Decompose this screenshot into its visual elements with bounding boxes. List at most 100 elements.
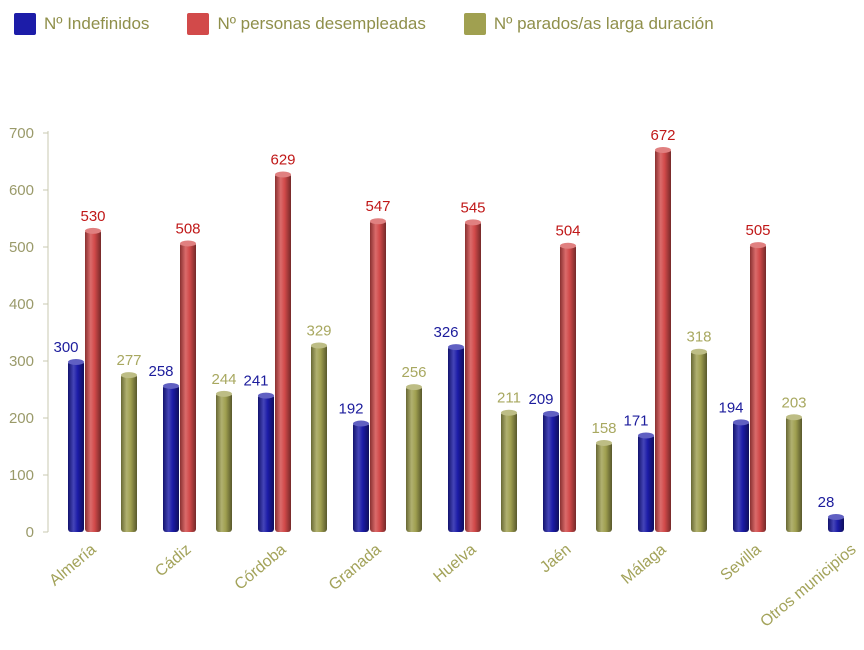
bar-n-indefinidos: [68, 361, 84, 532]
bar-top-cap: [465, 219, 481, 226]
bar-top-cap: [691, 348, 707, 355]
legend-swatch-larga-duracion: [463, 13, 486, 35]
x-category-label: Córdoba: [232, 541, 290, 594]
data-label-n-parados-as-larga-duraci-n: 256: [401, 364, 426, 381]
data-label-n-indefinidos: 326: [433, 324, 458, 341]
bar-n-personas-desempleadas: [465, 221, 481, 532]
legend-label-desempleadas: Nº personas desempleadas: [217, 14, 426, 33]
bar-top-cap: [543, 410, 559, 417]
y-tick-label: 700: [9, 125, 34, 142]
bar-top-cap: [68, 359, 84, 365]
bar-n-indefinidos: [828, 516, 844, 532]
y-tick-label: 500: [9, 239, 34, 256]
bar-top-cap: [370, 218, 386, 225]
bar-n-personas-desempleadas: [180, 242, 196, 532]
data-label-n-indefinidos: 241: [243, 373, 268, 390]
data-label-n-parados-as-larga-duraci-n: 318: [686, 329, 711, 346]
legend-swatch-indefinidos: [14, 13, 36, 35]
data-label-n-personas-desempleadas: 547: [365, 198, 390, 215]
bar-top-cap: [560, 242, 576, 249]
bar-n-parados-as-larga-duraci-n: [786, 416, 802, 532]
data-label-n-indefinidos: 194: [718, 399, 743, 416]
data-label-n-indefinidos: 171: [623, 413, 648, 430]
bar-n-parados-as-larga-duraci-n: [216, 392, 232, 532]
bar-n-parados-as-larga-duraci-n: [596, 441, 612, 532]
x-category-label: Sevilla: [718, 541, 765, 584]
bar-n-indefinidos: [733, 421, 749, 532]
bar-top-cap: [121, 372, 137, 379]
data-label-n-parados-as-larga-duraci-n: 329: [306, 322, 331, 339]
data-label-n-parados-as-larga-duraci-n: 158: [591, 420, 616, 437]
y-tick-label: 600: [9, 182, 34, 199]
bar-n-parados-as-larga-duraci-n: [691, 350, 707, 532]
bar-top-cap: [786, 414, 802, 421]
legend-label-indefinidos: Nº Indefinidos: [44, 14, 150, 33]
bar-top-cap: [448, 344, 464, 351]
bar-n-personas-desempleadas: [750, 244, 766, 532]
bar-top-cap: [216, 390, 232, 397]
y-tick-label: 400: [9, 296, 34, 313]
data-label-n-personas-desempleadas: 504: [555, 223, 580, 240]
data-label-n-personas-desempleadas: 672: [650, 127, 675, 144]
data-label-n-parados-as-larga-duraci-n: 277: [116, 352, 141, 369]
bar-top-cap: [406, 384, 422, 391]
bar-top-cap: [828, 514, 844, 521]
bar-top-cap: [258, 392, 274, 399]
x-category-label: Almería: [46, 541, 99, 590]
bar-top-cap: [733, 419, 749, 426]
legend-label-larga-duracion: Nº parados/as larga duración: [493, 14, 714, 33]
x-category-label: Jaén: [537, 541, 575, 576]
bar-top-cap: [501, 409, 517, 416]
bar-n-indefinidos: [448, 346, 464, 532]
x-category-label: Granada: [326, 541, 385, 594]
y-tick-label: 100: [9, 467, 34, 484]
legend-item-desempleadas: Nº personas desempleadas: [187, 13, 426, 35]
data-label-n-indefinidos: 300: [53, 339, 78, 356]
data-label-n-indefinidos: 209: [528, 391, 553, 408]
bar-n-parados-as-larga-duraci-n: [311, 344, 327, 532]
bar-top-cap: [275, 171, 291, 178]
data-label-n-indefinidos: 28: [818, 494, 835, 511]
data-label-n-parados-as-larga-duraci-n: 211: [497, 390, 521, 407]
bar-top-cap: [353, 420, 369, 427]
data-label-n-personas-desempleadas: 629: [270, 151, 295, 168]
bar-top-cap: [638, 432, 654, 439]
bar-n-personas-desempleadas: [85, 229, 101, 532]
y-tick-label: 200: [9, 410, 34, 427]
bar-n-personas-desempleadas: [560, 244, 576, 532]
data-label-n-personas-desempleadas: 505: [745, 222, 770, 239]
data-label-n-indefinidos: 192: [338, 401, 363, 418]
bar-top-cap: [655, 146, 671, 153]
bar-n-indefinidos: [258, 394, 274, 532]
bar-n-personas-desempleadas: [370, 220, 386, 532]
bar-top-cap: [85, 227, 101, 234]
data-label-n-personas-desempleadas: 508: [175, 220, 200, 237]
y-tick-label: 0: [26, 524, 34, 541]
bar-n-indefinidos: [163, 384, 179, 532]
x-category-label: Málaga: [618, 541, 669, 588]
bar-top-cap: [596, 439, 612, 446]
y-tick-label: 300: [9, 353, 34, 370]
bar-top-cap: [163, 382, 179, 389]
data-label-n-indefinidos: 258: [148, 363, 173, 380]
legend-item-larga-duracion: Nº parados/as larga duración: [463, 13, 714, 35]
bar-n-parados-as-larga-duraci-n: [501, 411, 517, 532]
data-label-n-parados-as-larga-duraci-n: 244: [211, 371, 236, 388]
legend-swatch-desempleadas: [187, 13, 210, 35]
data-label-n-personas-desempleadas: 530: [80, 208, 105, 225]
legend-item-indefinidos: Nº Indefinidos: [14, 13, 149, 35]
bar-n-parados-as-larga-duraci-n: [121, 374, 137, 532]
bar-n-personas-desempleadas: [275, 173, 291, 532]
bar-top-cap: [311, 342, 327, 349]
bar-n-parados-as-larga-duraci-n: [406, 386, 422, 532]
x-category-label: Otros municipios: [757, 541, 859, 631]
bar-top-cap: [180, 240, 196, 247]
bar-top-cap: [750, 242, 766, 249]
bar-n-personas-desempleadas: [655, 148, 671, 532]
bar-n-indefinidos: [353, 422, 369, 532]
x-category-label: Huelva: [430, 541, 479, 586]
bar-n-indefinidos: [638, 434, 654, 532]
bar-n-indefinidos: [543, 412, 559, 532]
data-label-n-personas-desempleadas: 545: [460, 199, 485, 216]
